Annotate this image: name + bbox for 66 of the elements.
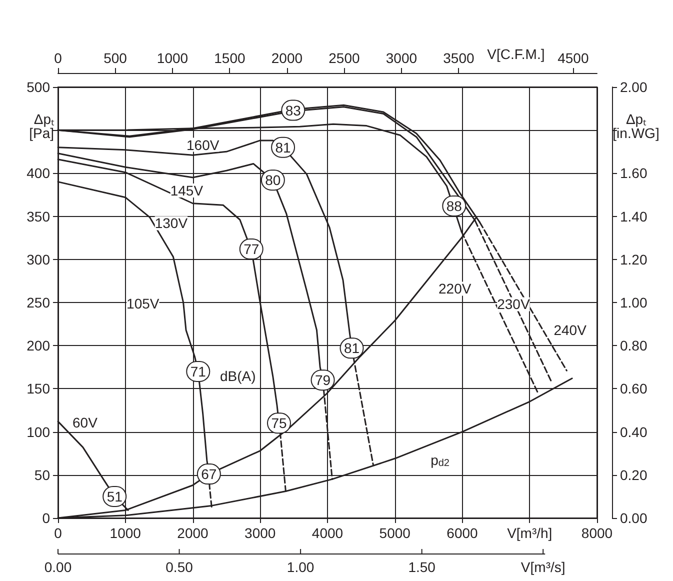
y-tick-label: 250 [26,294,50,310]
annotation: 240V [554,322,588,338]
y-tick-label: 150 [26,380,50,397]
annotation: 51 [106,488,123,504]
y2-tick-label: 0.00 [620,510,648,526]
y-tick-label: 500 [26,79,50,95]
y2-tick-label: 1.40 [620,208,648,224]
x2-tick-label: 500 [104,50,128,66]
annotation: 79 [314,372,331,388]
annotation: 80 [265,172,281,188]
annotation: 220V [438,280,472,297]
x2-tick-label: 1500 [214,50,246,66]
x2-tick-label: 1000 [156,50,188,66]
annotation: 71 [190,363,206,380]
y2-tick-label: 1.60 [620,165,648,182]
y-tick-label: 400 [26,165,50,182]
x-tick-label: 3000 [244,525,276,541]
y2-tick-label: 0.20 [620,466,648,483]
x2-axis-title: V[C.F.M.] [487,46,545,62]
annotation: 60V [72,414,98,430]
annotation: 145V [170,182,204,198]
x2-tick-label: 3000 [386,50,418,66]
y2-tick-label: 0.80 [620,338,648,354]
annotation: 130V [154,215,188,232]
annotation: 105V [126,295,160,312]
annotation: 81 [344,340,360,356]
y2-axis-title: Δpₜ [in.WG] [612,111,660,142]
x2-tick-label: 0 [54,50,62,66]
y2-tick-label: 1.20 [620,251,648,268]
text: 1.50 [408,559,436,575]
text: 1.00 [286,559,314,575]
annotation: 75 [271,415,287,432]
y2-tick-label: 0.60 [620,380,648,397]
y-tick-label: 300 [26,251,50,268]
y2-tick-label: 1.00 [620,294,648,310]
x-tick-label: 6000 [446,525,478,541]
y-tick-label: 0 [42,510,50,526]
annotation: 230V [497,296,530,312]
y-tick-label: 100 [26,424,50,440]
y-tick-label: 200 [26,338,50,354]
x-tick-label: 2000 [177,525,209,541]
x-tick-label: 1000 [110,525,142,541]
x-tick-label: 4000 [312,525,344,541]
y2-tick-label: 2.00 [620,79,648,95]
text: V[m³/s] [520,559,566,575]
annotation: 88 [446,198,462,214]
annotation: 67 [201,466,217,482]
x-tick-label: 8000 [581,525,613,541]
x2-tick-label: 2000 [271,50,303,66]
x-tick-label: 0 [54,525,62,541]
y2-tick-label: 0.40 [620,424,648,440]
text: 0.00 [44,559,72,575]
annotation: dB(A) [220,368,256,384]
y-axis-title: Δpₜ [Pa] [29,111,55,142]
annotation: 81 [275,139,292,156]
y-tick-label: 50 [34,466,50,483]
annotation: 83 [285,102,302,118]
annotation: 77 [244,241,260,258]
x-axis-title: V[m³/h] [507,525,552,541]
y-tick-label: 350 [26,208,50,224]
x2-tick-label: 2500 [328,50,360,66]
x2-tick-label: 3500 [443,50,474,66]
text: 0.50 [166,559,194,575]
x-tick-label: 5000 [379,525,411,541]
annotation: 160V [186,136,220,153]
x2-tick-label: 4500 [558,50,589,66]
